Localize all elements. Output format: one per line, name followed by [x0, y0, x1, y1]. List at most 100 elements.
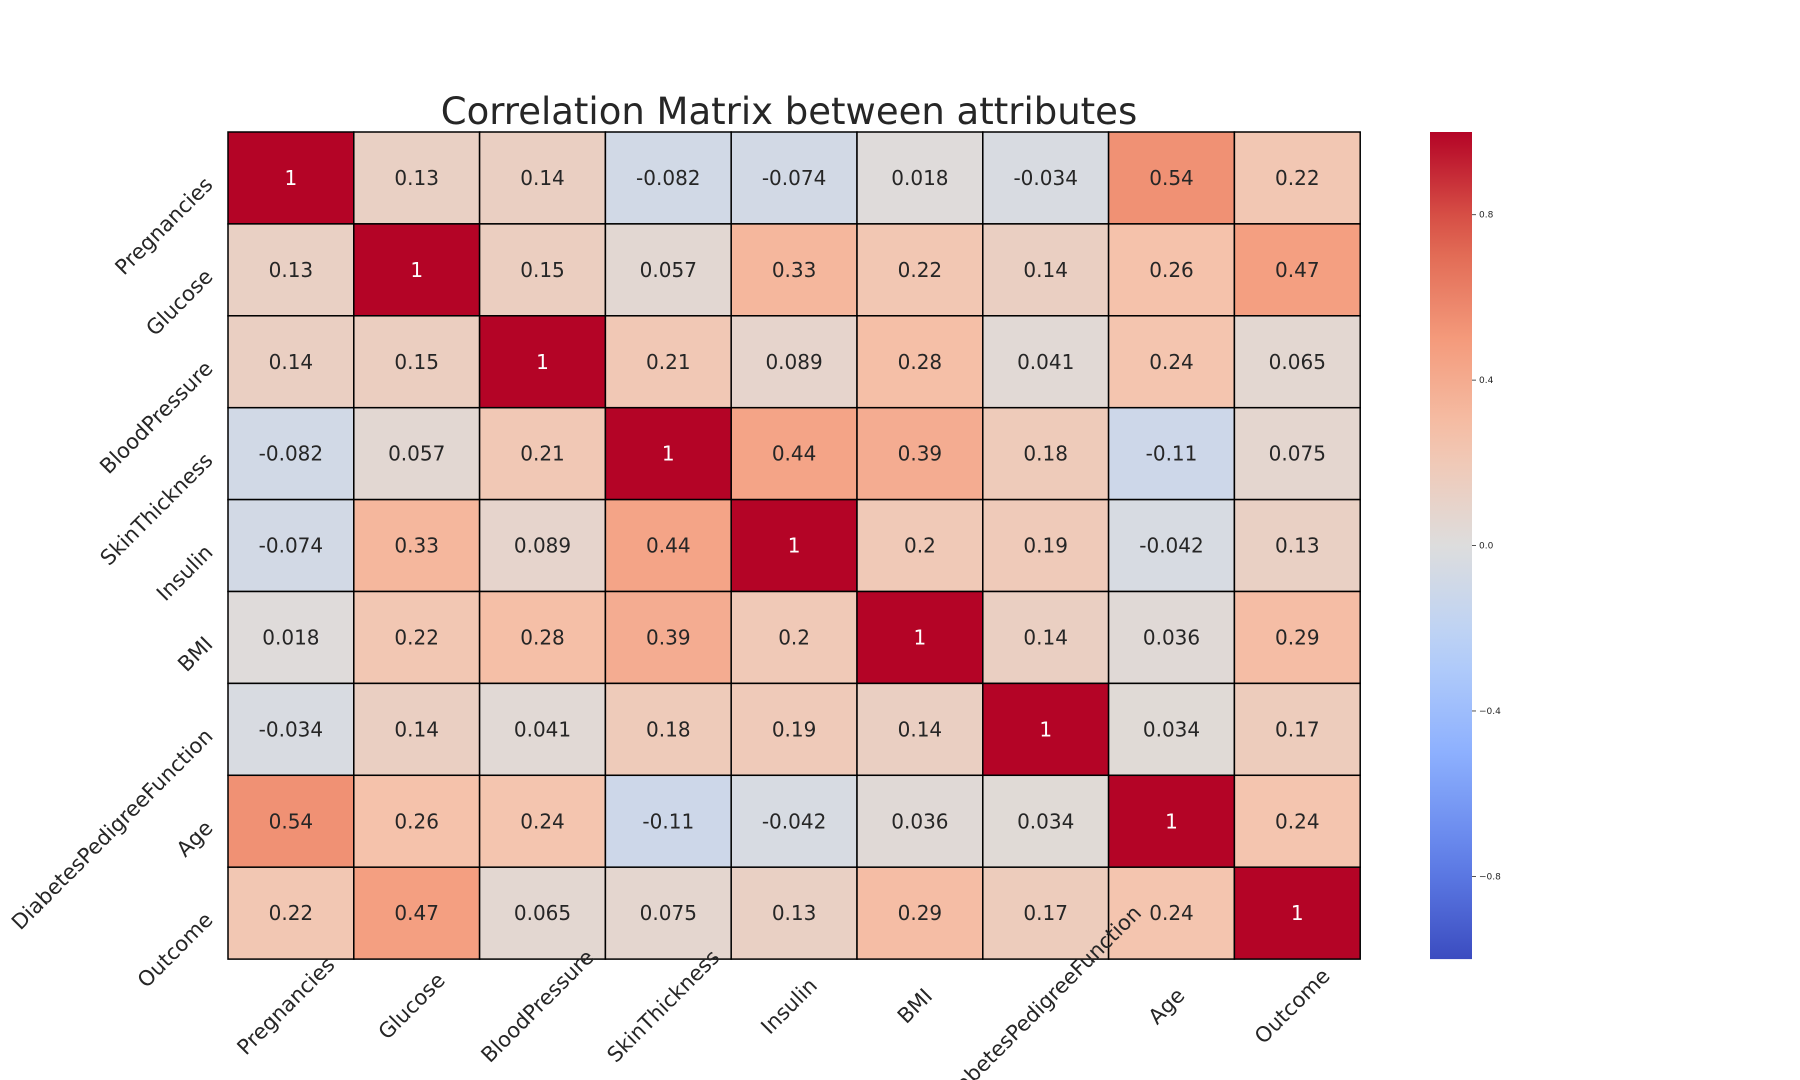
heatmap-cell: [982, 315, 1110, 409]
heatmap-cell: [982, 682, 1110, 777]
heatmap-cell: [856, 590, 984, 685]
heatmap-cell-value: 0.39: [646, 625, 691, 649]
heatmap-cell-value: 0.14: [898, 717, 943, 741]
heatmap-cell-value: 0.22: [269, 901, 314, 925]
heatmap-cell: [604, 315, 732, 409]
heatmap-cell-value: -0.034: [259, 717, 323, 741]
x-tick-label: Age: [1144, 983, 1190, 1029]
heatmap-cell-value: 0.47: [1275, 258, 1320, 282]
heatmap-cell-value: 0.28: [520, 625, 565, 649]
heatmap-cell: [478, 131, 607, 225]
heatmap-cell: [856, 866, 984, 960]
y-tick-label: Insulin: [152, 540, 218, 606]
heatmap-cell-value: 0.26: [1149, 258, 1194, 282]
heatmap-cell-value: 0.034: [1017, 809, 1074, 833]
heatmap-cell-value: 0.14: [520, 166, 565, 190]
heatmap-cell-value: 0.33: [772, 258, 817, 282]
heatmap-cell-value: 0.26: [394, 809, 439, 833]
heatmap-cell-value: 0.2: [904, 534, 936, 558]
x-tick-label: Outcome: [1250, 964, 1335, 1049]
heatmap-cell-value: 0.54: [269, 809, 314, 833]
heatmap-cell: [730, 682, 858, 777]
heatmap-cell-value: -0.074: [259, 534, 323, 558]
heatmap-cell-value: 0.17: [1023, 901, 1068, 925]
chart-title: Correlation Matrix between attributes: [441, 90, 1137, 133]
heatmap-cell: [1107, 131, 1236, 225]
heatmap-cells: 1 0.13 0.14 -0.082 -0.074 0.018 -0.034 0.54 0.22…: [227, 131, 1361, 960]
heatmap-cell: [227, 223, 355, 317]
heatmap-cell-value: 0.057: [640, 258, 697, 282]
heatmap-cell-value: 0.29: [1275, 625, 1320, 649]
heatmap-cell-value: 0.28: [898, 350, 943, 374]
heatmap-cell-value: 0.29: [898, 901, 943, 925]
heatmap-cell: [478, 498, 607, 593]
heatmap-cell: [982, 774, 1110, 868]
heatmap-cell-value: -0.074: [762, 166, 826, 190]
x-tick-label: Glucose: [374, 968, 450, 1044]
y-tick-label: Glucose: [141, 264, 217, 340]
heatmap-cell-value: 0.15: [520, 258, 565, 282]
heatmap-cell-value: 0.018: [891, 166, 948, 190]
heatmap-cell: [478, 774, 607, 868]
heatmap-cell: [353, 682, 481, 777]
heatmap-cell-value: 0.13: [394, 166, 439, 190]
heatmap-cell-value: 0.24: [1149, 350, 1194, 374]
heatmap-cell-value: 0.14: [269, 350, 314, 374]
y-tick-label: BMI: [173, 632, 217, 676]
heatmap-cell-value: 0.54: [1149, 166, 1194, 190]
x-tick-label: Pregnancies: [232, 953, 339, 1060]
heatmap-cell: [604, 866, 732, 960]
x-tick-label: BloodPressure: [476, 945, 598, 1067]
heatmap-cell: [730, 774, 858, 868]
heatmap-cell-value: 0.18: [646, 717, 691, 741]
heatmap-cell-value: 0.24: [520, 809, 565, 833]
heatmap-cell: [353, 406, 481, 501]
colorbar-tick-label: 0.0: [1479, 542, 1494, 552]
colorbar-tick-label: 0.4: [1479, 376, 1494, 386]
heatmap-cell-value: 1: [536, 350, 549, 374]
heatmap-cell-value: 0.44: [646, 534, 691, 558]
heatmap-cell-value: 0.24: [1149, 901, 1194, 925]
heatmap-cell: [227, 774, 355, 868]
heatmap-cell-value: 0.036: [891, 809, 948, 833]
heatmap-cell: [604, 406, 732, 501]
heatmap-cell: [604, 131, 732, 225]
heatmap-cell-value: 0.018: [262, 625, 319, 649]
heatmap-cell-value: 0.19: [1023, 534, 1068, 558]
heatmap-cell: [982, 223, 1110, 317]
heatmap-cell: [730, 590, 858, 685]
heatmap-cell: [227, 131, 355, 225]
heatmap-cell-value: 0.13: [269, 258, 314, 282]
heatmap-cell: [604, 774, 732, 868]
heatmap-cell-value: 1: [410, 258, 423, 282]
colorbar-tick-label: 0.8: [1479, 211, 1494, 221]
heatmap-cell-value: 0.034: [1143, 717, 1200, 741]
heatmap-cell-value: 1: [1039, 717, 1052, 741]
heatmap-cell-value: 1: [285, 166, 298, 190]
colorbar-tick-label: −0.4: [1479, 707, 1501, 717]
heatmap-cell: [1233, 774, 1361, 868]
heatmap-cell-value: 0.33: [394, 534, 439, 558]
heatmap-cell: [353, 315, 481, 409]
heatmap-cell-value: 0.22: [898, 258, 943, 282]
heatmap-cell: [1233, 223, 1361, 317]
heatmap-cell-value: 0.036: [1143, 625, 1200, 649]
heatmap-cell-value: 0.24: [1275, 809, 1320, 833]
heatmap-cell-value: 0.2: [778, 625, 810, 649]
heatmap-cell: [604, 498, 732, 593]
heatmap-cell-value: 0.21: [646, 350, 691, 374]
heatmap-cell: [227, 682, 355, 777]
heatmap-cell-value: 0.075: [1269, 442, 1326, 466]
heatmap-cell-value: 0.14: [394, 717, 439, 741]
heatmap-cell: [227, 498, 355, 593]
heatmap-cell: [856, 131, 984, 225]
heatmap-cell-value: -0.11: [642, 809, 694, 833]
heatmap-cell: [1233, 406, 1361, 501]
heatmap-cell: [604, 590, 732, 685]
heatmap-cell: [730, 223, 858, 317]
heatmap-cell-value: 0.14: [1023, 258, 1068, 282]
heatmap-cell: [478, 315, 607, 409]
colorbar-gradient: [1430, 132, 1472, 960]
heatmap-cell-value: 0.22: [394, 625, 439, 649]
